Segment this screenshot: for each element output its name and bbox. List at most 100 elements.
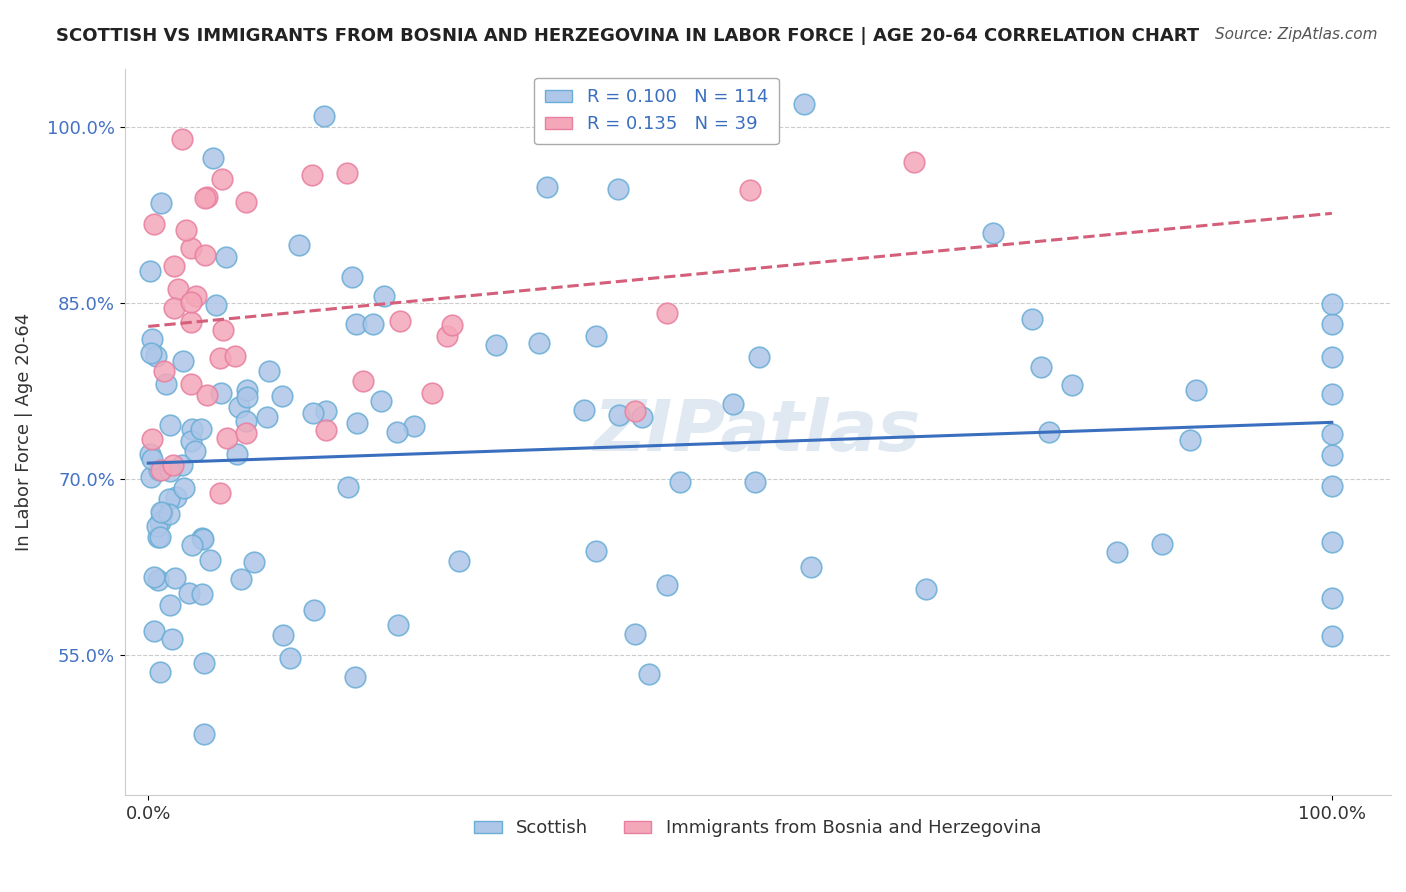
Scottish: [373, 289, 395, 303]
Scottish: [1062, 378, 1084, 392]
Scottish: [150, 195, 173, 210]
Immigrants from Bosnia and Herzegovina: [180, 295, 202, 310]
Immigrants from Bosnia and Herzegovina: [209, 486, 232, 500]
Scottish: [721, 397, 744, 411]
Scottish: [370, 393, 392, 408]
Immigrants from Bosnia and Herzegovina: [235, 195, 257, 210]
Scottish: [669, 475, 692, 489]
Scottish: [184, 444, 207, 458]
Immigrants from Bosnia and Herzegovina: [153, 363, 176, 377]
Scottish: [236, 384, 259, 398]
Text: ZIPatlas: ZIPatlas: [595, 398, 921, 467]
Scottish: [1180, 433, 1202, 447]
Scottish: [165, 490, 187, 504]
Scottish: [623, 627, 645, 641]
Immigrants from Bosnia and Herzegovina: [738, 183, 761, 197]
Scottish: [231, 572, 253, 586]
Scottish: [155, 377, 177, 392]
Scottish: [981, 226, 1004, 240]
Scottish: [157, 508, 180, 522]
Scottish: [146, 518, 169, 533]
Scottish: [228, 401, 250, 415]
Scottish: [205, 298, 228, 312]
Scottish: [243, 555, 266, 569]
Text: Source: ZipAtlas.com: Source: ZipAtlas.com: [1215, 27, 1378, 42]
Immigrants from Bosnia and Herzegovina: [624, 403, 647, 417]
Scottish: [585, 543, 607, 558]
Scottish: [361, 317, 384, 331]
Scottish: [340, 269, 363, 284]
Scottish: [630, 409, 652, 424]
Scottish: [1320, 317, 1343, 331]
Immigrants from Bosnia and Herzegovina: [180, 241, 202, 255]
Immigrants from Bosnia and Herzegovina: [162, 458, 184, 472]
Scottish: [150, 505, 173, 519]
Immigrants from Bosnia and Herzegovina: [174, 223, 197, 237]
Scottish: [138, 446, 160, 460]
Scottish: [536, 180, 558, 194]
Scottish: [1152, 537, 1174, 551]
Scottish: [191, 533, 214, 547]
Y-axis label: In Labor Force | Age 20-64: In Labor Force | Age 20-64: [15, 313, 32, 551]
Scottish: [271, 628, 294, 642]
Scottish: [1185, 383, 1208, 397]
Scottish: [314, 109, 336, 123]
Scottish: [190, 422, 212, 436]
Immigrants from Bosnia and Herzegovina: [211, 171, 233, 186]
Scottish: [139, 263, 162, 277]
Scottish: [1021, 312, 1043, 326]
Scottish: [209, 385, 232, 400]
Scottish: [404, 418, 426, 433]
Scottish: [800, 560, 823, 574]
Scottish: [201, 151, 224, 165]
Scottish: [181, 422, 204, 436]
Scottish: [343, 670, 366, 684]
Immigrants from Bosnia and Herzegovina: [336, 166, 359, 180]
Immigrants from Bosnia and Herzegovina: [215, 432, 238, 446]
Scottish: [159, 417, 181, 432]
Scottish: [270, 389, 292, 403]
Scottish: [177, 586, 200, 600]
Scottish: [387, 425, 409, 439]
Scottish: [148, 573, 170, 587]
Scottish: [149, 530, 172, 544]
Immigrants from Bosnia and Herzegovina: [389, 314, 412, 328]
Scottish: [315, 403, 337, 417]
Immigrants from Bosnia and Herzegovina: [149, 463, 172, 477]
Scottish: [1320, 426, 1343, 441]
Immigrants from Bosnia and Herzegovina: [194, 248, 217, 262]
Scottish: [191, 587, 214, 601]
Scottish: [235, 414, 257, 428]
Scottish: [191, 531, 214, 545]
Immigrants from Bosnia and Herzegovina: [420, 386, 443, 401]
Scottish: [256, 409, 278, 424]
Scottish: [1320, 386, 1343, 401]
Immigrants from Bosnia and Herzegovina: [224, 349, 246, 363]
Scottish: [336, 480, 359, 494]
Scottish: [225, 447, 247, 461]
Scottish: [288, 237, 311, 252]
Immigrants from Bosnia and Herzegovina: [194, 191, 217, 205]
Scottish: [180, 434, 202, 449]
Scottish: [1320, 479, 1343, 493]
Immigrants from Bosnia and Herzegovina: [195, 189, 218, 203]
Scottish: [139, 346, 162, 360]
Scottish: [170, 458, 193, 473]
Scottish: [607, 182, 630, 196]
Scottish: [172, 353, 194, 368]
Immigrants from Bosnia and Herzegovina: [180, 315, 202, 329]
Scottish: [748, 350, 770, 364]
Scottish: [304, 603, 326, 617]
Scottish: [159, 464, 181, 478]
Scottish: [236, 390, 259, 404]
Scottish: [193, 727, 215, 741]
Immigrants from Bosnia and Herzegovina: [352, 375, 374, 389]
Immigrants from Bosnia and Herzegovina: [211, 322, 233, 336]
Scottish: [141, 451, 163, 466]
Immigrants from Bosnia and Herzegovina: [172, 132, 194, 146]
Immigrants from Bosnia and Herzegovina: [655, 306, 678, 320]
Scottish: [572, 403, 595, 417]
Scottish: [485, 338, 508, 352]
Scottish: [149, 515, 172, 529]
Scottish: [180, 538, 202, 552]
